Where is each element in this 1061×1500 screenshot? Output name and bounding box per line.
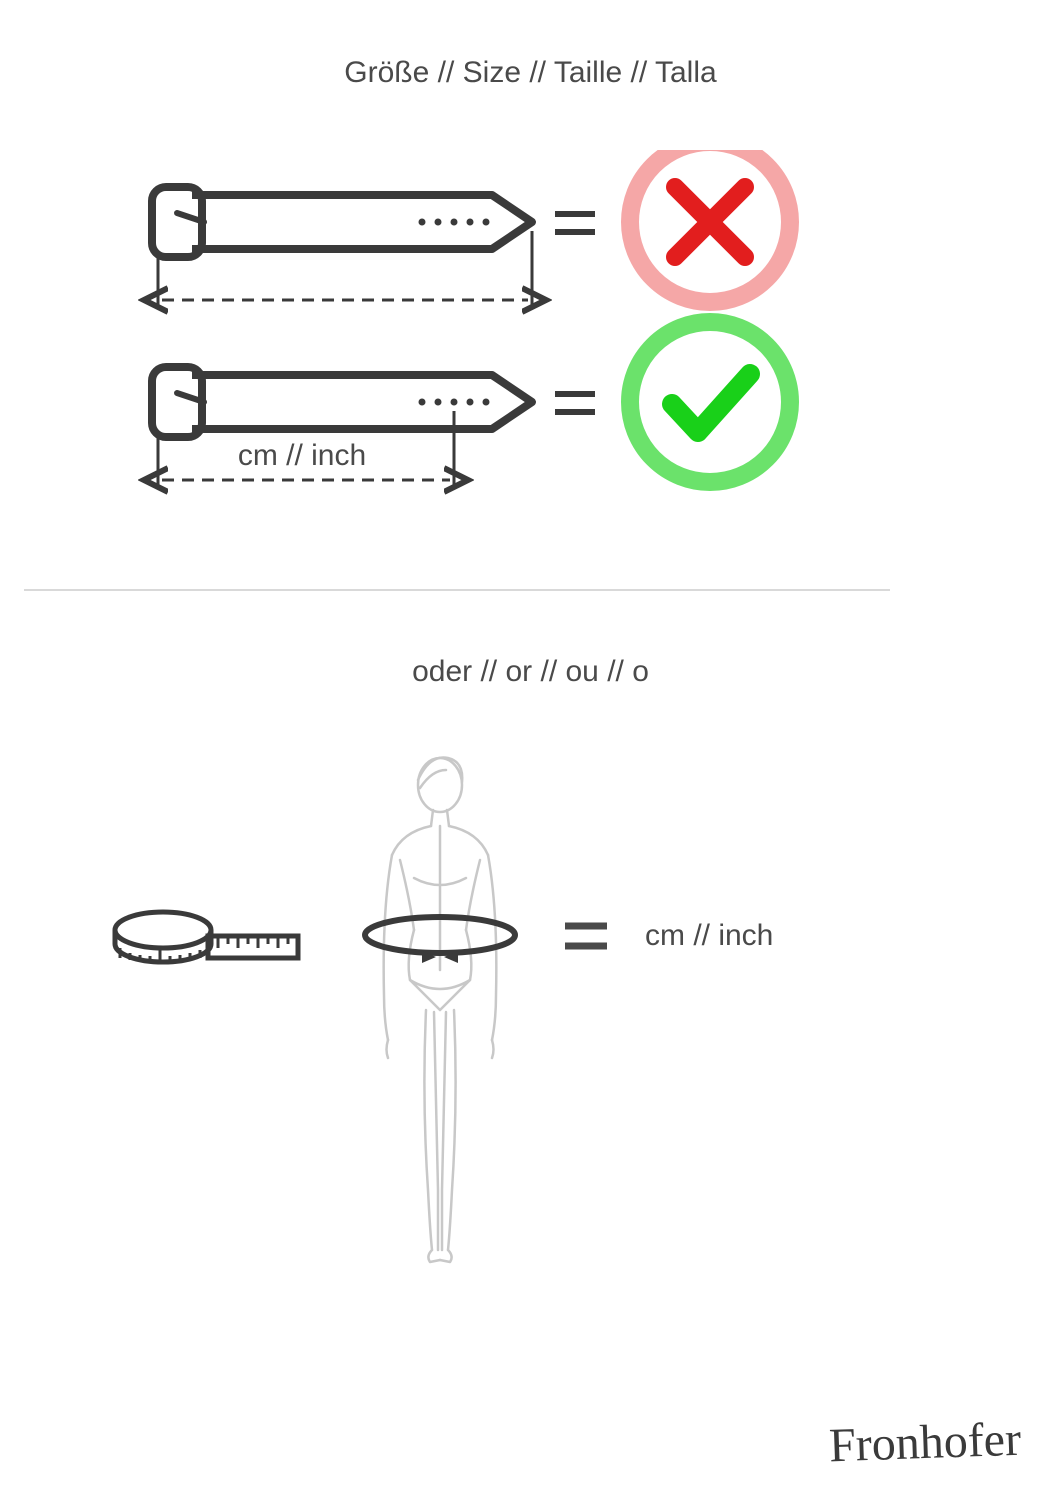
section-divider [24, 589, 890, 591]
wrong-icon [630, 150, 790, 302]
title: Größe // Size // Taille // Talla [0, 56, 1061, 90]
equals-wrong [555, 214, 595, 232]
equals-correct [555, 394, 595, 412]
belt-wrong [152, 187, 532, 305]
belt-correct: cm // inch [152, 367, 532, 485]
section-belt-diagram: cm // inch [0, 150, 1061, 570]
tape-icon [115, 912, 298, 963]
page: Größe // Size // Taille // Talla [0, 0, 1061, 1500]
section-body-diagram: cm // inch [0, 740, 1061, 1300]
correct-icon [630, 322, 790, 482]
figure-icon [384, 757, 497, 1262]
equals-body [565, 926, 607, 946]
measure-label: cm // inch [238, 439, 366, 472]
subtitle: oder // or // ou // o [0, 655, 1061, 689]
brand-logo: Fronhofer [828, 1412, 1022, 1474]
result-label: cm // inch [645, 919, 773, 952]
